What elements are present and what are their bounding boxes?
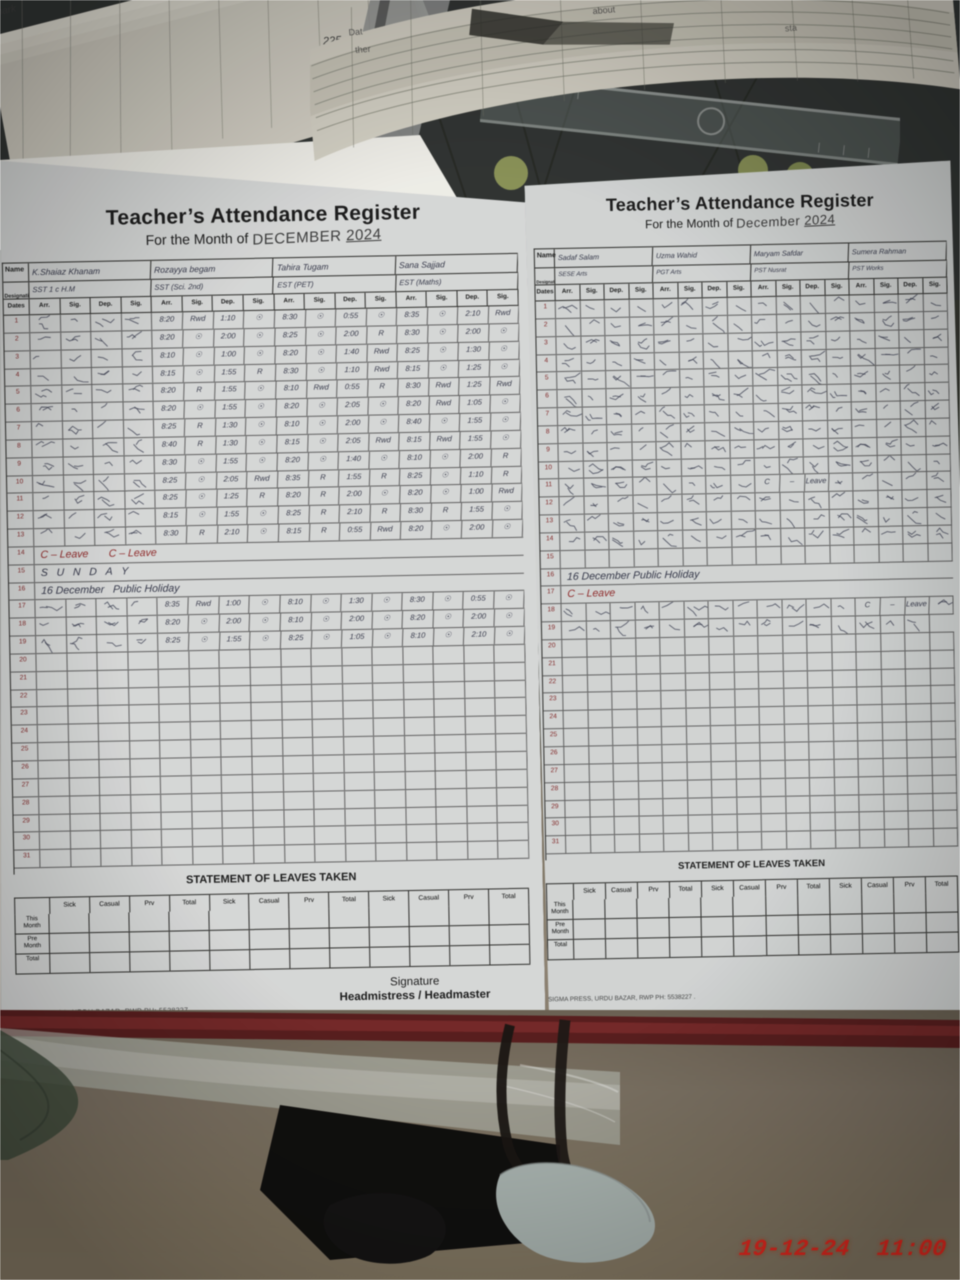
svg-text:mark: mark bbox=[0, 3, 18, 19]
svg-text:about: about bbox=[592, 4, 616, 16]
svg-text:Dat: Dat bbox=[348, 26, 363, 37]
svg-text:sta: sta bbox=[784, 22, 797, 33]
svg-text:ther: ther bbox=[355, 44, 371, 55]
